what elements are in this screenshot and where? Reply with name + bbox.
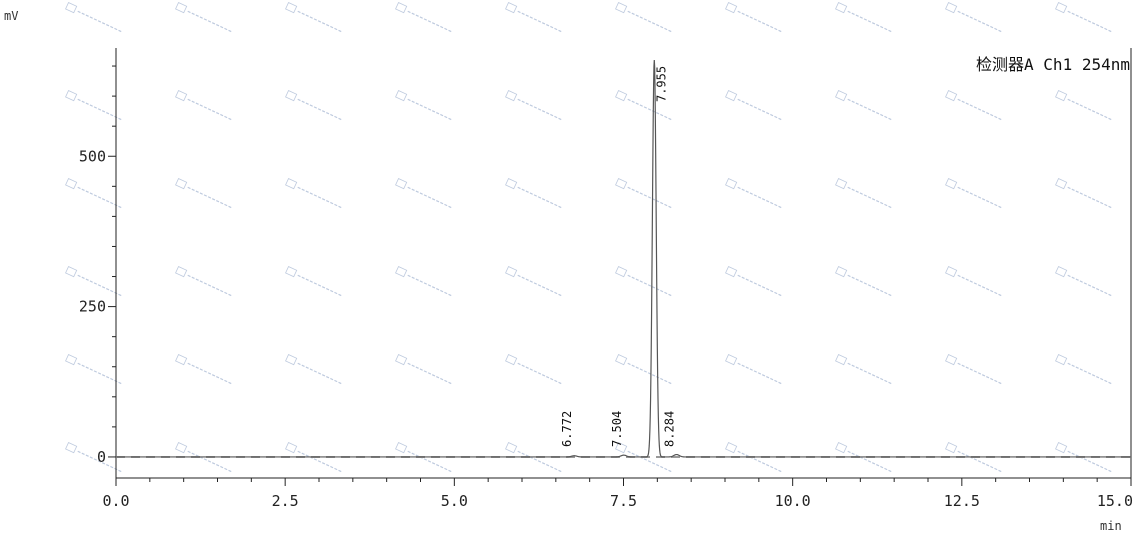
watermark-stamp — [835, 90, 892, 121]
watermark-stamp — [175, 442, 232, 473]
watermark-stamp — [945, 2, 1002, 33]
x-tick-label: 12.5 — [944, 492, 980, 510]
x-tick-label: 0.0 — [102, 492, 129, 510]
peak-labels: 6.772 7.504 7.955 8.284 — [560, 66, 676, 447]
chromatogram-trace — [116, 59, 1131, 458]
watermark-stamp — [835, 178, 892, 209]
watermark-stamp — [395, 178, 452, 209]
watermark-stamp — [725, 442, 782, 473]
watermark-stamp — [65, 442, 122, 473]
watermark-stamp — [1055, 442, 1112, 473]
x-tick-label: 15.0 — [1097, 492, 1133, 510]
watermark-stamp — [175, 178, 232, 209]
watermark-stamp — [615, 2, 672, 33]
x-unit-label: min — [1100, 519, 1122, 533]
watermark-stamp — [505, 266, 562, 297]
watermark-stamp — [945, 442, 1002, 473]
watermark-stamp — [505, 442, 562, 473]
watermark-stamp — [835, 442, 892, 473]
watermark-stamp — [1055, 354, 1112, 385]
watermark-stamp — [1055, 266, 1112, 297]
watermark-stamp — [945, 354, 1002, 385]
x-tick-label: 10.0 — [775, 492, 811, 510]
watermark-stamp — [175, 90, 232, 121]
watermark-stamp — [945, 90, 1002, 121]
watermark-stamp — [395, 90, 452, 121]
watermark-stamp — [175, 266, 232, 297]
watermark-stamp — [945, 266, 1002, 297]
watermark-stamp — [395, 266, 452, 297]
watermark-stamp — [65, 90, 122, 121]
y-tick-label: 0 — [97, 448, 106, 466]
watermark-stamp — [65, 178, 122, 209]
watermark-layer — [65, 2, 1112, 473]
y-ticks: 0 250 500 — [79, 147, 116, 466]
watermark-stamp — [285, 354, 342, 385]
watermark-stamp — [725, 354, 782, 385]
watermark-stamp — [945, 178, 1002, 209]
peak-label: 6.772 — [560, 411, 574, 447]
watermark-stamp — [285, 90, 342, 121]
watermark-stamp — [835, 2, 892, 33]
watermark-stamp — [1055, 2, 1112, 33]
x-tick-label: 7.5 — [610, 492, 637, 510]
peak-label: 7.504 — [610, 411, 624, 447]
watermark-stamp — [505, 178, 562, 209]
watermark-stamp — [175, 354, 232, 385]
watermark-stamp — [615, 354, 672, 385]
watermark-stamp — [285, 266, 342, 297]
watermark-stamp — [505, 2, 562, 33]
watermark-stamp — [65, 2, 122, 33]
watermark-stamp — [505, 354, 562, 385]
watermark-stamp — [505, 90, 562, 121]
watermark-stamp — [725, 178, 782, 209]
y-minor-ticks — [112, 65, 116, 428]
watermark-stamp — [175, 2, 232, 33]
watermark-stamp — [725, 90, 782, 121]
peak-label: 8.284 — [663, 411, 677, 447]
watermark-stamp — [615, 266, 672, 297]
watermark-stamp — [615, 90, 672, 121]
watermark-stamp — [285, 178, 342, 209]
watermark-stamp — [615, 442, 672, 473]
y-tick-label: 500 — [79, 147, 106, 165]
x-ticks: 0.0 2.5 5.0 7.5 10.0 12.5 15.0 — [102, 478, 1133, 510]
x-tick-label: 5.0 — [441, 492, 468, 510]
watermark-stamp — [65, 354, 122, 385]
detector-label: 检测器A Ch1 254nm — [976, 55, 1130, 74]
watermark-stamp — [725, 266, 782, 297]
watermark-stamp — [285, 2, 342, 33]
y-tick-label: 250 — [79, 298, 106, 316]
watermark-stamp — [65, 266, 122, 297]
watermark-stamp — [285, 442, 342, 473]
watermark-stamp — [1055, 90, 1112, 121]
x-minor-ticks — [149, 478, 1098, 482]
watermark-stamp — [1055, 178, 1112, 209]
watermark-stamp — [725, 2, 782, 33]
watermark-stamp — [835, 266, 892, 297]
watermark-stamp — [395, 354, 452, 385]
watermark-stamp — [395, 2, 452, 33]
watermark-stamp — [835, 354, 892, 385]
watermark-stamp — [615, 178, 672, 209]
x-tick-label: 2.5 — [272, 492, 299, 510]
y-unit-label: mV — [4, 9, 18, 23]
watermark-stamp — [395, 442, 452, 473]
peak-label: 7.955 — [654, 66, 668, 102]
